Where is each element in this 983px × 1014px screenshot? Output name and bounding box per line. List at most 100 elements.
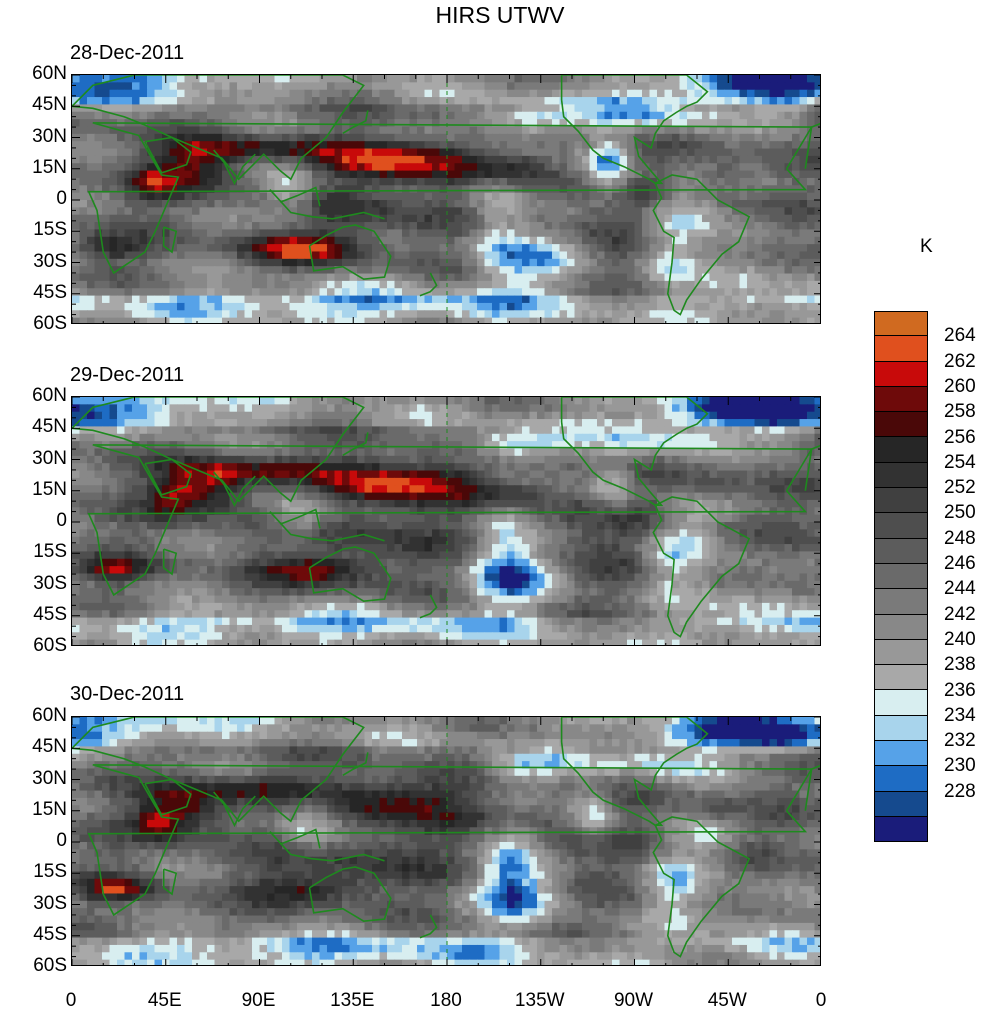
coastline: [72, 397, 365, 503]
lat-tick-label: 45S: [33, 923, 67, 945]
utwv-field: [72, 397, 820, 645]
coastline: [87, 122, 814, 275]
colorbar-tick-label: 246: [944, 553, 976, 574]
colorbar-swatch: [874, 538, 928, 564]
lat-tick-label: 15N: [32, 478, 67, 500]
colorbar: [874, 311, 928, 843]
colorbar-tick-label: 260: [944, 375, 976, 397]
coastline: [162, 226, 178, 254]
lon-tick-label: 45W: [707, 990, 747, 1011]
coastline: [213, 149, 256, 186]
coastline: [144, 136, 192, 174]
lat-tick-label: 60S: [33, 635, 67, 656]
lat-tick-label: 30S: [33, 892, 67, 914]
colorbar-tick-label: 252: [944, 477, 976, 499]
colorbar-tick-label: 230: [944, 755, 976, 777]
colorbar-swatch: [874, 715, 928, 742]
coastline: [308, 866, 392, 923]
coastline: [280, 508, 321, 529]
lat-tick-label: 45N: [32, 736, 67, 758]
colorbar-tick-label: 248: [944, 527, 976, 549]
colorbar-swatch: [874, 766, 928, 792]
colorbar-tick-label: 250: [944, 502, 976, 524]
lat-tick-label: 0: [56, 188, 67, 209]
lon-tick-label: 180: [430, 990, 462, 1011]
lat-tick-label: 15S: [33, 219, 67, 241]
lat-tick-label: 30N: [32, 767, 67, 789]
coastline: [87, 444, 814, 597]
colorbar-tick-label: 236: [944, 679, 976, 701]
lon-tick-label: 0: [65, 990, 77, 1011]
colorbar-swatch: [874, 741, 928, 767]
colorbar-swatch: [874, 361, 928, 387]
lat-tick-label: 30S: [33, 250, 67, 272]
coastline: [342, 110, 369, 134]
coastline: [72, 717, 365, 823]
coastline: [162, 548, 178, 576]
colorbar-tick-label: 240: [944, 628, 976, 650]
coastline: [419, 594, 438, 619]
panel-date-3: 30-Dec-2011: [70, 683, 185, 705]
colorbar-swatch: [874, 488, 928, 514]
coastline: [342, 432, 369, 456]
coastline: [269, 189, 385, 220]
map-panel-2: [71, 396, 821, 646]
coastline: [87, 764, 814, 917]
colorbar-swatch: [874, 614, 928, 640]
colorbar-unit: K: [920, 236, 933, 257]
colorbar-swatch: [874, 589, 928, 615]
colorbar-tick-label: 256: [944, 426, 976, 448]
coastline: [652, 816, 751, 958]
lat-tick-label: 0: [56, 510, 67, 531]
lat-tick-label: 15S: [33, 541, 67, 563]
coastline: [144, 778, 192, 816]
lat-tick-label: 60N: [32, 63, 67, 84]
utwv-field: [72, 717, 820, 965]
coastline: [308, 546, 392, 603]
coastline: [652, 174, 751, 316]
coastline: [144, 458, 192, 496]
colorbar-tick-label: 242: [944, 603, 976, 625]
lat-tick-label: 30N: [32, 447, 67, 469]
panel-date-1: 28-Dec-2011: [70, 42, 185, 64]
lat-tick-label: 60N: [32, 705, 67, 726]
lat-tick-label: 45N: [32, 94, 67, 116]
lon-tick-label: 135E: [330, 990, 375, 1011]
lat-tick-label: 45N: [32, 416, 67, 438]
lat-tick-label: 30S: [33, 572, 67, 594]
coastline: [804, 122, 820, 169]
lat-tick-label: 0: [56, 830, 67, 851]
coastline: [419, 914, 438, 939]
coastline: [162, 868, 178, 896]
coastline: [560, 397, 709, 507]
lat-tick-label: 60S: [33, 313, 67, 334]
colorbar-tick-label: 228: [944, 780, 976, 802]
coastline: [560, 75, 709, 185]
colorbar-swatch: [874, 816, 928, 843]
coastline: [280, 828, 321, 849]
colorbar-swatch: [874, 665, 928, 691]
lat-tick-label: 45S: [33, 281, 67, 303]
colorbar-swatch: [874, 386, 928, 413]
coastline: [652, 496, 751, 638]
colorbar-swatch: [874, 437, 928, 463]
lon-tick-label: 90W: [613, 990, 654, 1011]
coastline: [308, 224, 392, 281]
map-panel-1: [71, 74, 821, 324]
colorbar-swatch: [874, 336, 928, 362]
lat-tick-label: 15N: [32, 156, 67, 178]
coastline: [213, 471, 256, 508]
colorbar-swatch: [874, 513, 928, 539]
chart-title: HIRS UTWV: [435, 2, 565, 28]
colorbar-swatch: [874, 639, 928, 666]
coastline: [419, 272, 438, 297]
lat-tick-label: 15S: [33, 861, 67, 883]
coastline: [560, 717, 709, 827]
colorbar-swatch: [874, 791, 928, 817]
utwv-field: [72, 75, 820, 323]
coastline: [804, 764, 820, 811]
colorbar-swatch: [874, 690, 928, 716]
lon-tick-label: 135W: [514, 990, 565, 1011]
panel-date-2: 29-Dec-2011: [70, 364, 185, 386]
colorbar-swatch: [874, 412, 928, 438]
